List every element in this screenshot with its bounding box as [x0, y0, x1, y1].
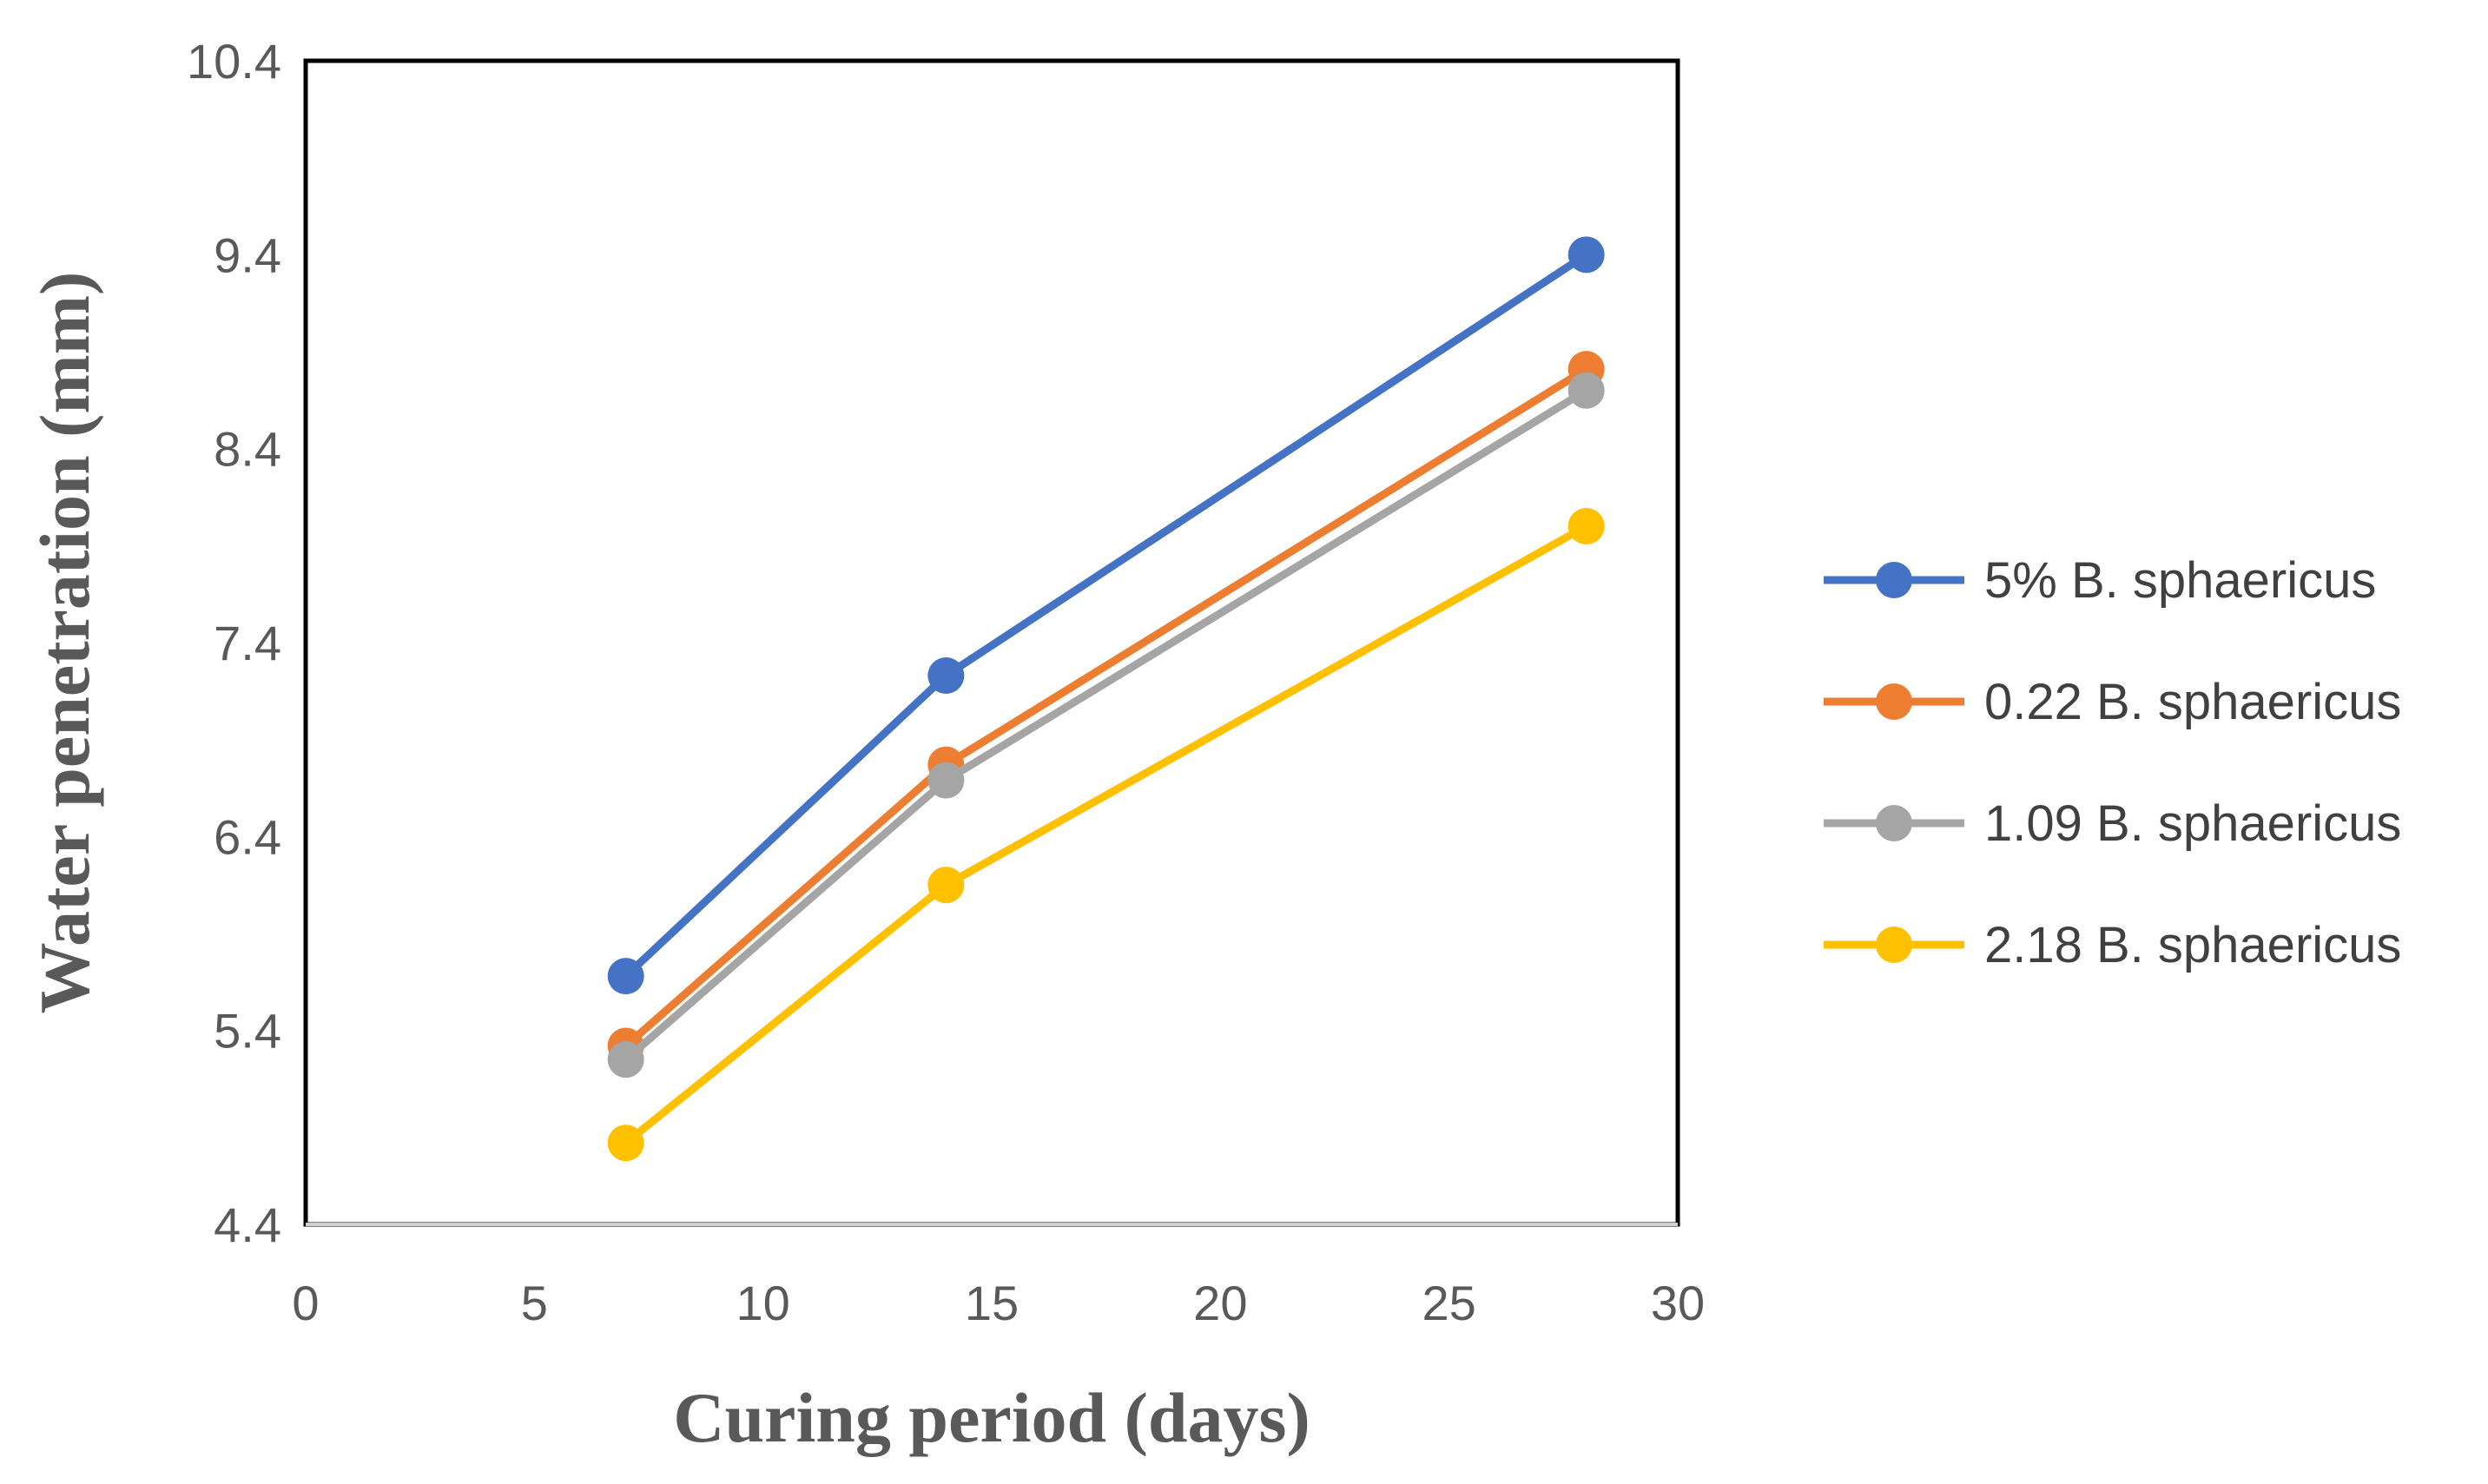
legend-item: 5% B. sphaericus [1824, 552, 2376, 609]
data-point [607, 1041, 644, 1078]
data-point [927, 762, 965, 799]
data-point [1567, 508, 1605, 544]
y-tick-label: 9.4 [214, 228, 281, 282]
y-tick-labels: 4.4 5.4 6.4 7.4 8.4 9.4 10.4 [187, 34, 281, 1252]
series-3 [607, 372, 1605, 1078]
data-point [927, 867, 965, 904]
y-tick-label: 7.4 [214, 616, 281, 670]
y-tick-label: 10.4 [187, 34, 281, 89]
y-axis-title: Water penetration (mm) [25, 272, 104, 1014]
series-4 [607, 508, 1605, 1162]
y-tick-label: 5.4 [214, 1004, 281, 1059]
data-point [607, 958, 644, 995]
legend-label: 2.18 B. sphaericus [1984, 917, 2401, 973]
legend-item: 2.18 B. sphaericus [1824, 917, 2401, 973]
legend: 5% B. sphaericus 0.22 B. sphaericus 1.09 B… [1824, 552, 2401, 973]
data-point [927, 656, 965, 694]
series-1 [607, 236, 1605, 995]
legend-marker [1876, 562, 1912, 598]
y-tick-label: 4.4 [214, 1197, 281, 1252]
legend-item: 1.09 B. sphaericus [1824, 795, 2401, 852]
x-tick-label: 5 [521, 1276, 548, 1330]
x-tick-labels: 0 5 10 15 20 25 30 [292, 1276, 1705, 1330]
x-tick-label: 20 [1193, 1276, 1247, 1330]
legend-marker [1876, 683, 1912, 720]
data-point [1567, 236, 1605, 274]
series-layer [607, 236, 1605, 1162]
x-tick-label: 30 [1651, 1276, 1705, 1330]
y-tick-label: 6.4 [214, 809, 281, 864]
y-tick-label: 8.4 [214, 422, 281, 477]
x-axis-title: Curing period (days) [673, 1378, 1310, 1457]
x-tick-label: 10 [736, 1276, 790, 1330]
legend-label: 5% B. sphaericus [1984, 552, 2376, 609]
legend-marker [1876, 927, 1912, 963]
data-point [607, 1125, 644, 1162]
x-tick-label: 0 [292, 1276, 319, 1330]
legend-label: 0.22 B. sphaericus [1984, 674, 2401, 730]
legend-marker [1876, 805, 1912, 841]
data-point [1567, 372, 1605, 409]
legend-item: 0.22 B. sphaericus [1824, 674, 2401, 730]
x-tick-label: 15 [965, 1276, 1019, 1330]
x-tick-label: 25 [1422, 1276, 1476, 1330]
legend-label: 1.09 B. sphaericus [1984, 795, 2401, 852]
